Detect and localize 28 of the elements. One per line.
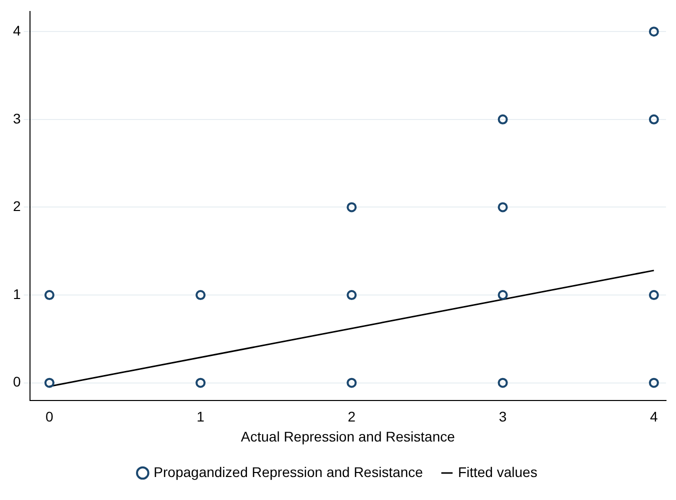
y-tick-label: 0 <box>12 374 21 390</box>
point <box>648 378 659 388</box>
point <box>498 378 508 388</box>
legend-label: Propagandized Repression and Resistance <box>154 464 424 480</box>
y-tick-label: 1 <box>12 286 21 302</box>
x-axis-title: Actual Repression and Resistance <box>240 428 456 444</box>
point <box>346 202 357 212</box>
y-tick-label: 4 <box>12 22 21 38</box>
point <box>498 114 508 124</box>
y-tick-label: 3 <box>12 110 21 126</box>
y-tick-label: 2 <box>12 198 21 214</box>
point <box>648 114 659 124</box>
point <box>346 378 357 388</box>
point <box>498 202 508 212</box>
point <box>346 290 357 300</box>
point <box>648 26 659 37</box>
point <box>196 378 206 388</box>
point <box>648 290 659 300</box>
x-tick-label: 4 <box>650 408 658 425</box>
x-tick-label: 0 <box>46 408 54 425</box>
point <box>196 290 206 300</box>
x-tick-label: 3 <box>498 408 507 425</box>
point <box>44 378 54 388</box>
point <box>498 290 508 300</box>
x-tick-label: 1 <box>196 408 205 425</box>
point <box>44 290 54 300</box>
x-tick-label: 2 <box>348 408 356 425</box>
legend-label: Fitted values <box>458 464 538 480</box>
